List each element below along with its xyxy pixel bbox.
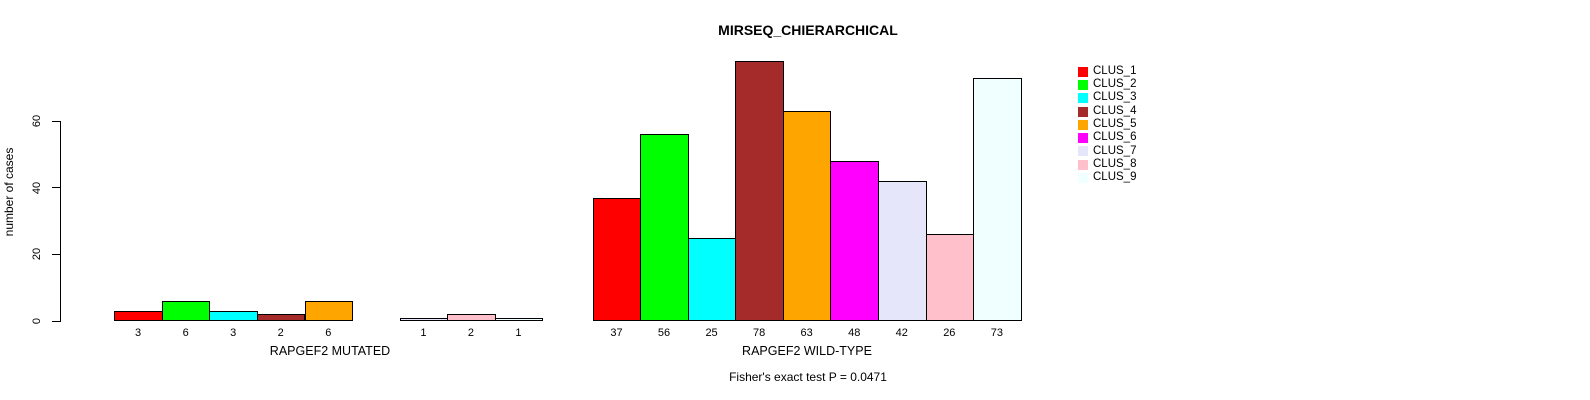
legend-swatch-icon bbox=[1078, 93, 1088, 104]
bar-value-label: 1 bbox=[420, 327, 427, 339]
bar-clus_1-group1 bbox=[592, 197, 642, 321]
legend-swatch-icon bbox=[1078, 173, 1088, 184]
bar-clus_1-group0 bbox=[114, 311, 163, 321]
bar-value-label: 6 bbox=[182, 327, 189, 339]
legend-row-clus_5: CLUS_5 bbox=[1078, 118, 1136, 131]
legend-swatch-icon bbox=[1078, 119, 1088, 130]
legend-swatch-icon bbox=[1078, 79, 1088, 90]
legend-label: CLUS_6 bbox=[1093, 131, 1137, 144]
legend-label: CLUS_8 bbox=[1093, 157, 1137, 170]
bar-value-label: 25 bbox=[705, 327, 718, 339]
legend-row-clus_1: CLUS_1 bbox=[1078, 65, 1136, 78]
legend-label: CLUS_1 bbox=[1093, 64, 1137, 77]
legend-swatch-icon bbox=[1078, 146, 1088, 157]
y-tick-label: 20 bbox=[31, 248, 43, 261]
bar-clus_4-group1 bbox=[735, 61, 784, 321]
bar-value-label: 37 bbox=[610, 327, 623, 339]
bar-clus_9-group1 bbox=[973, 77, 1022, 321]
group-label-mutated: RAPGEF2 MUTATED bbox=[269, 344, 391, 358]
legend-row-clus_3: CLUS_3 bbox=[1078, 92, 1136, 105]
y-tick-mark bbox=[52, 120, 60, 122]
bar-value-label: 56 bbox=[657, 327, 671, 339]
bar-value-label: 42 bbox=[895, 327, 908, 339]
legend-swatch-icon bbox=[1078, 133, 1088, 144]
bar-clus_7-group0 bbox=[399, 317, 449, 321]
legend-label: CLUS_3 bbox=[1093, 91, 1137, 104]
y-tick-label: 60 bbox=[31, 114, 43, 128]
legend-swatch-icon bbox=[1078, 106, 1088, 117]
bar-clus_5-group0 bbox=[304, 301, 354, 321]
legend-label: CLUS_5 bbox=[1093, 118, 1137, 131]
bar-value-label: 78 bbox=[753, 327, 766, 339]
bar-clus_4-group0 bbox=[256, 314, 306, 321]
bar-clus_3-group0 bbox=[209, 311, 258, 321]
y-tick-mark bbox=[52, 320, 60, 322]
bar-clus_7-group1 bbox=[878, 181, 927, 321]
y-tick-mark bbox=[52, 187, 60, 189]
bar-value-label: 2 bbox=[467, 327, 474, 339]
legend-row-clus_9: CLUS_9 bbox=[1078, 171, 1136, 184]
legend-row-clus_4: CLUS_4 bbox=[1078, 105, 1136, 118]
legend: CLUS_1 CLUS_2 CLUS_3 CLUS_4 CLUS_5 CLUS_6 CLUS… bbox=[1078, 65, 1136, 185]
bar-value-label: 2 bbox=[277, 327, 284, 339]
bar-value-label: 6 bbox=[325, 327, 332, 339]
bar-value-label: 3 bbox=[230, 327, 237, 339]
bar-clus_2-group0 bbox=[161, 301, 211, 321]
y-axis-label: number of cases bbox=[2, 147, 16, 237]
y-axis-line bbox=[60, 121, 61, 322]
legend-row-clus_6: CLUS_6 bbox=[1078, 131, 1136, 144]
legend-swatch-icon bbox=[1078, 66, 1088, 77]
legend-label: CLUS_2 bbox=[1093, 78, 1137, 91]
bar-value-label: 26 bbox=[943, 327, 956, 339]
group-label-wildtype: RAPGEF2 WILD-TYPE bbox=[742, 344, 872, 358]
bar-clus_2-group1 bbox=[640, 134, 689, 321]
bar-value-label: 73 bbox=[990, 327, 1003, 339]
bar-value-label: 48 bbox=[848, 327, 861, 339]
legend-row-clus_8: CLUS_8 bbox=[1078, 158, 1136, 171]
bar-clus_3-group1 bbox=[687, 237, 737, 321]
bar-value-label: 3 bbox=[135, 327, 142, 339]
legend-swatch-icon bbox=[1078, 159, 1088, 170]
legend-row-clus_7: CLUS_7 bbox=[1078, 145, 1136, 158]
legend-label: CLUS_9 bbox=[1093, 171, 1137, 184]
bar-value-label: 63 bbox=[800, 327, 813, 339]
y-tick-label: 40 bbox=[31, 181, 43, 194]
legend-row-clus_2: CLUS_2 bbox=[1078, 78, 1136, 91]
y-tick-mark bbox=[52, 253, 60, 255]
fisher-test-annotation: Fisher's exact test P = 0.0471 bbox=[729, 370, 887, 384]
bar-clus_5-group1 bbox=[782, 111, 832, 321]
bar-clus_9-group0 bbox=[494, 317, 544, 321]
y-tick-label: 0 bbox=[31, 317, 43, 325]
bar-clus_6-group1 bbox=[830, 161, 879, 321]
legend-label: CLUS_4 bbox=[1093, 104, 1137, 117]
bar-value-label: 1 bbox=[515, 327, 522, 339]
chart-title: MIRSEQ_CHIERARCHICAL bbox=[718, 22, 898, 38]
bar-clus_8-group0 bbox=[447, 314, 496, 321]
legend-label: CLUS_7 bbox=[1093, 144, 1137, 157]
bar-clus_8-group1 bbox=[925, 234, 975, 321]
